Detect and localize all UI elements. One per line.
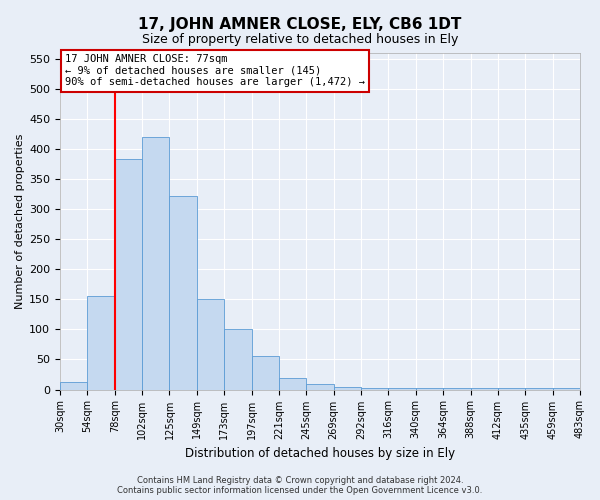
Bar [251, 356, 279, 390]
Bar [334, 386, 361, 390]
Bar [142, 137, 169, 390]
Bar [279, 378, 307, 390]
Bar [361, 388, 388, 390]
Bar [115, 159, 142, 390]
Text: 17, JOHN AMNER CLOSE, ELY, CB6 1DT: 17, JOHN AMNER CLOSE, ELY, CB6 1DT [139, 18, 461, 32]
Bar [525, 388, 553, 390]
Text: Contains HM Land Registry data © Crown copyright and database right 2024.
Contai: Contains HM Land Registry data © Crown c… [118, 476, 482, 495]
X-axis label: Distribution of detached houses by size in Ely: Distribution of detached houses by size … [185, 447, 455, 460]
Text: 17 JOHN AMNER CLOSE: 77sqm
← 9% of detached houses are smaller (145)
90% of semi: 17 JOHN AMNER CLOSE: 77sqm ← 9% of detac… [65, 54, 365, 88]
Bar [307, 384, 334, 390]
Bar [169, 196, 197, 390]
Bar [388, 388, 416, 390]
Bar [60, 382, 88, 390]
Bar [553, 388, 580, 390]
Bar [416, 388, 443, 390]
Text: Size of property relative to detached houses in Ely: Size of property relative to detached ho… [142, 32, 458, 46]
Bar [224, 330, 251, 390]
Bar [197, 300, 224, 390]
Bar [498, 388, 525, 390]
Bar [470, 388, 498, 390]
Bar [443, 388, 470, 390]
Y-axis label: Number of detached properties: Number of detached properties [15, 134, 25, 308]
Bar [88, 296, 115, 390]
